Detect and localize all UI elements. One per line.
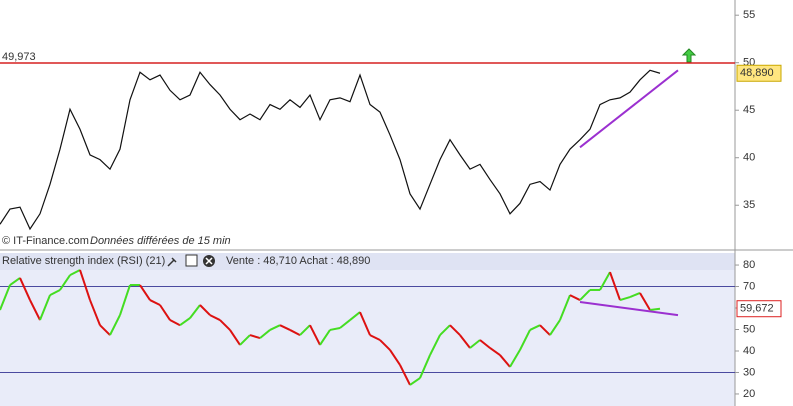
resistance-label: 49,973	[2, 51, 36, 63]
y-tick-label: 80	[743, 259, 755, 271]
rsi-segment	[329, 327, 341, 331]
rsi-title: Relative strength index (RSI) (21)	[2, 255, 165, 267]
rsi-segment	[339, 319, 351, 329]
rsi-segment	[89, 299, 101, 326]
rsi-segment	[649, 307, 661, 311]
last-value-box	[736, 64, 782, 82]
price-line	[0, 69, 661, 231]
rsi-segment	[529, 324, 541, 331]
rsi-segment	[179, 317, 191, 327]
rsi-segment	[449, 324, 461, 336]
rsi-segment	[239, 334, 251, 346]
rsi-segment	[479, 339, 491, 349]
rsi-segment	[369, 334, 381, 341]
rsi-segment	[0, 284, 11, 311]
rsi-segment	[169, 319, 181, 327]
rsi-segment	[279, 324, 291, 331]
rsi-header	[0, 253, 735, 270]
rsi-segment	[69, 269, 81, 277]
y-tick-label: 55	[743, 9, 755, 21]
up-arrow	[681, 48, 697, 63]
rsi-segment	[559, 294, 571, 321]
rsi-segment	[299, 324, 311, 336]
rsi-segment	[39, 294, 51, 321]
rsi-segment	[149, 299, 161, 306]
rsi-segment	[29, 299, 41, 321]
rsi-segment	[439, 324, 451, 336]
rsi-segment	[399, 364, 411, 386]
settings-icon[interactable]	[167, 257, 177, 267]
rsi-segment	[569, 294, 581, 301]
rsi-segment	[229, 329, 241, 346]
last-value-label: 59,672	[740, 303, 774, 315]
rsi-segment	[409, 377, 421, 386]
y-tick-label: 40	[743, 345, 755, 357]
y-tick-label: 70	[743, 280, 755, 292]
rsi-segment	[549, 319, 561, 336]
y-tick-label: 45	[743, 104, 755, 116]
rsi-segment	[389, 349, 401, 366]
rsi-segment	[189, 304, 201, 319]
rsi-segment	[59, 274, 71, 291]
rsi-segment	[99, 324, 111, 336]
trendline	[579, 301, 679, 317]
y-tick-label: 40	[743, 152, 755, 164]
y-tick-label: 30	[743, 366, 755, 378]
rsi-segment	[79, 269, 91, 301]
rsi-segment	[49, 289, 61, 297]
rsi-segment	[309, 324, 321, 346]
source: © IT-Finance.com	[2, 235, 89, 247]
rsi-segment	[629, 292, 641, 298]
rsi-segment	[499, 354, 511, 368]
rsi-segment	[259, 329, 271, 339]
last-value-box	[736, 300, 782, 318]
rsi-segment	[209, 314, 221, 321]
rsi-segment	[139, 284, 151, 301]
rsi-segment	[199, 304, 211, 316]
y-tick-label: 20	[743, 388, 755, 400]
rsi-segment	[419, 354, 431, 379]
rsi-segment	[319, 329, 331, 346]
rsi-segment	[519, 329, 531, 351]
rsi-segment	[489, 347, 501, 356]
rsi-segment	[639, 292, 651, 311]
trendline	[579, 69, 679, 149]
rsi-segment	[619, 296, 631, 302]
rsi-segment	[599, 271, 611, 291]
rsi-segment	[249, 334, 261, 340]
rsi-segment	[9, 277, 21, 286]
quote: Vente : 48,710 Achat : 48,890	[226, 255, 370, 267]
rsi-segment	[539, 324, 551, 336]
last-value-label: 48,890	[740, 67, 774, 79]
rsi-segment	[159, 304, 171, 321]
rsi-segment	[19, 277, 31, 301]
close-cross[interactable]	[205, 257, 213, 265]
note: Données différées de 15 min	[90, 235, 231, 247]
rsi-segment	[509, 349, 521, 368]
rsi-segment	[349, 311, 361, 321]
rsi-segment	[459, 334, 471, 349]
rsi-toolbar[interactable]	[167, 254, 215, 267]
window-icon[interactable]	[185, 254, 198, 267]
y-tick-label: 35	[743, 199, 755, 211]
rsi-segment	[119, 284, 131, 316]
rsi-segment	[219, 319, 231, 331]
rsi-segment	[429, 334, 441, 356]
rsi-segment	[609, 271, 621, 301]
y-tick-label: 50	[743, 323, 755, 335]
rsi-segment	[289, 329, 301, 336]
rsi-segment	[469, 339, 481, 349]
rsi-segment	[579, 289, 591, 301]
rsi-segment	[379, 339, 391, 351]
rsi-segment	[359, 311, 371, 336]
rsi-segment	[269, 324, 281, 331]
rsi-segment	[109, 314, 121, 336]
